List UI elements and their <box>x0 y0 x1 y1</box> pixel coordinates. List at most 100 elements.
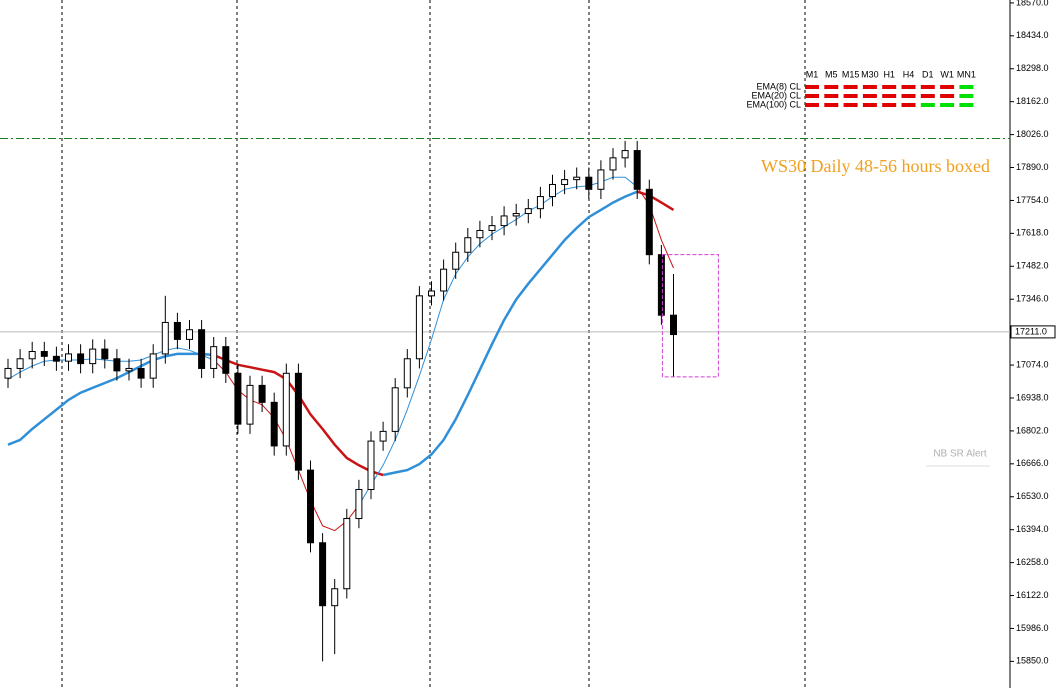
ema-signal <box>959 85 974 89</box>
candle-body <box>65 353 72 362</box>
ema-row-label: EMA(8) CL <box>756 81 801 91</box>
candle-body <box>573 176 581 181</box>
ma-line <box>7 176 638 506</box>
ema-signal <box>862 94 877 98</box>
candle-body <box>294 372 302 471</box>
annotation: WS30 Daily 48-56 hours boxed <box>761 156 990 176</box>
candle-body <box>137 367 145 379</box>
ema-row-label: EMA(100) CL <box>746 99 801 109</box>
candle-body <box>464 237 472 253</box>
ema-signal <box>862 85 877 89</box>
y-tick-label: 16394.0 <box>1016 524 1049 534</box>
ema-column-header: W1 <box>940 69 954 79</box>
candle-body <box>415 295 423 360</box>
candle-body <box>282 372 290 447</box>
candle-body <box>488 225 496 231</box>
ema-signal <box>882 94 897 98</box>
ema-signal <box>959 103 974 107</box>
ema-signal <box>920 103 935 107</box>
y-tick-label: 16938.0 <box>1016 392 1049 402</box>
ma-line <box>213 186 674 532</box>
ema-column-header: MN1 <box>957 69 976 79</box>
y-tick-label: 17346.0 <box>1016 294 1049 304</box>
candle-body <box>113 358 121 372</box>
candle-body <box>440 268 448 292</box>
y-tick-label: 17074.0 <box>1016 359 1049 369</box>
candle-body <box>621 150 629 159</box>
alert-label: NB SR Alert <box>933 449 987 460</box>
candle-body <box>633 150 641 190</box>
candle-body <box>125 367 133 372</box>
ema-column-header: D1 <box>922 69 934 79</box>
current-price-box <box>1010 325 1056 339</box>
candle-body <box>403 358 411 389</box>
ema-signal <box>901 103 916 107</box>
candle-body <box>657 254 665 316</box>
ema-signal <box>920 94 935 98</box>
ema-signal <box>940 85 955 89</box>
ma-line <box>7 190 638 477</box>
candle-body <box>4 367 12 379</box>
ema-signal <box>920 85 935 89</box>
candle-body <box>536 196 544 210</box>
y-tick-label: 17618.0 <box>1016 228 1049 238</box>
y-tick-label: 16802.0 <box>1016 425 1049 435</box>
y-tick-label: 18026.0 <box>1016 129 1049 139</box>
candle-body <box>561 179 569 185</box>
y-tick-label: 16530.0 <box>1016 491 1049 501</box>
candle-body <box>549 183 556 198</box>
y-tick-label: 16122.0 <box>1016 590 1049 600</box>
ema-signal <box>843 94 858 98</box>
ema-row-label: EMA(20) CL <box>751 90 801 100</box>
candle-body <box>40 351 48 357</box>
ema-column-header: M30 <box>861 69 879 79</box>
candle-body <box>476 229 484 239</box>
candle-body <box>670 314 677 336</box>
candle-body <box>246 384 254 425</box>
candle-body <box>77 353 85 365</box>
ema-signal <box>805 103 819 107</box>
y-tick-label: 15986.0 <box>1016 623 1049 633</box>
candle-body <box>222 346 230 374</box>
candle-body <box>343 518 351 590</box>
ema-signal <box>940 94 955 98</box>
candle-body <box>597 169 605 190</box>
candle-body <box>524 208 532 215</box>
candle-body <box>52 355 60 362</box>
candle-body <box>379 430 387 442</box>
candle-body <box>89 348 97 365</box>
ema-signal <box>843 85 858 89</box>
y-tick-label: 18162.0 <box>1016 96 1049 106</box>
y-tick-label: 18298.0 <box>1016 63 1049 73</box>
candle-body <box>367 440 375 490</box>
candle-body <box>101 348 109 360</box>
candle-body <box>512 213 520 217</box>
candle-body <box>16 358 24 369</box>
candle-body <box>609 157 617 171</box>
current-price-label: 17211.0 <box>1015 326 1047 336</box>
ema-signal <box>940 103 955 107</box>
candle-body <box>585 176 593 190</box>
candle-body <box>355 488 363 520</box>
ema-signal <box>805 94 819 98</box>
ema-signal <box>959 94 974 98</box>
y-tick-label: 17890.0 <box>1016 162 1049 172</box>
y-tick-label: 15850.0 <box>1016 656 1049 666</box>
candle-body <box>391 387 399 432</box>
ema-signal <box>824 94 839 98</box>
candle-body <box>500 215 508 227</box>
ema-column-header: H1 <box>883 69 895 79</box>
ema-signal <box>824 103 839 107</box>
ema-signal <box>882 85 897 89</box>
candle-body <box>161 321 169 355</box>
candle-body <box>270 401 278 447</box>
ema-column-header: M1 <box>806 69 819 79</box>
candle-body <box>149 353 157 379</box>
candle-body <box>645 188 653 256</box>
candle-body <box>258 384 266 403</box>
candle-body <box>307 469 314 544</box>
candle-body <box>28 351 36 360</box>
ema-signal <box>862 103 877 107</box>
